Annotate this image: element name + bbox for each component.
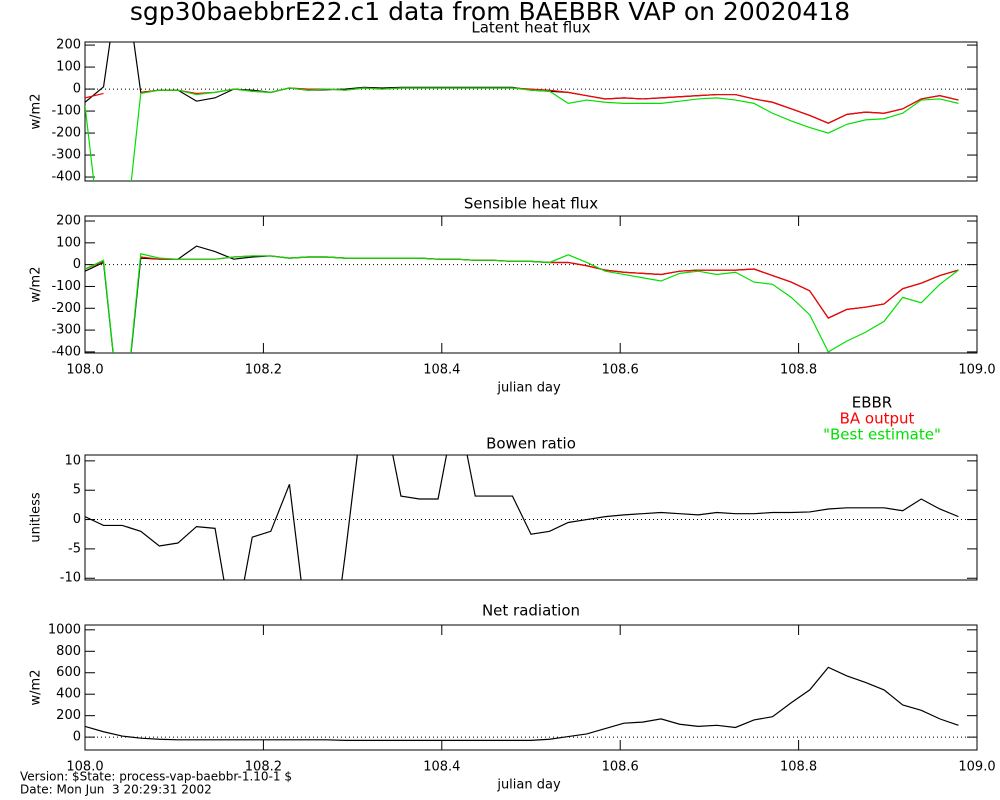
series-line: [85, 252, 959, 353]
plot-frame: [84, 454, 978, 581]
legend-entry: "Best estimate": [823, 426, 941, 444]
series-line: [85, 255, 959, 319]
panel-title: Bowen ratio: [486, 435, 576, 453]
legend-entry: EBBR: [852, 394, 892, 412]
x-tick-label: 108.6: [602, 760, 639, 775]
y-tick-label: 0: [73, 257, 81, 272]
y-tick-label: 100: [56, 60, 81, 75]
plot-frame: [84, 624, 978, 751]
y-tick-label: 5: [73, 483, 81, 498]
y-tick-label: -400: [51, 344, 81, 359]
x-tick-label: 108.0: [66, 760, 103, 775]
y-tick-label: 0: [73, 512, 81, 527]
y-tick-label: 200: [56, 708, 81, 723]
x-tick-label: 108.4: [423, 760, 460, 775]
y-axis-label: w/m2: [29, 670, 44, 706]
y-tick-label: 200: [56, 214, 81, 229]
y-tick-label: 400: [56, 687, 81, 702]
panel-title: Latent heat flux: [471, 19, 590, 37]
x-tick-label: 108.2: [245, 363, 282, 378]
x-axis-label: julian day: [496, 778, 561, 793]
x-tick-label: 108.8: [780, 363, 817, 378]
series-line: [85, 666, 959, 741]
y-tick-label: 10: [64, 453, 81, 468]
y-tick-label: -10: [60, 571, 81, 586]
series-line: [85, 87, 959, 124]
x-axis-label: julian day: [496, 381, 561, 396]
plot-frame: [84, 215, 978, 354]
footer-version: Version: $State: process-vap-baebbr-1.10…: [20, 770, 292, 784]
series-line: [85, 245, 959, 353]
panel-title: Net radiation: [482, 602, 580, 620]
x-tick-label: 109.0: [958, 760, 995, 775]
y-tick-label: -300: [51, 148, 81, 163]
y-tick-label: -200: [51, 126, 81, 141]
plot-frame: [84, 41, 978, 182]
y-tick-label: 1000: [48, 622, 81, 637]
main-title: sgp30baebbrE22.c1 data from BAEBBR VAP o…: [130, 0, 850, 26]
y-tick-label: -300: [51, 323, 81, 338]
y-tick-label: 800: [56, 644, 81, 659]
panel-title: Sensible heat flux: [464, 195, 598, 213]
y-tick-label: 600: [56, 665, 81, 680]
y-tick-label: 0: [73, 730, 81, 745]
legend-entry: BA output: [840, 410, 915, 428]
x-tick-label: 108.6: [602, 363, 639, 378]
y-axis-label: unitless: [29, 492, 44, 543]
y-tick-label: 200: [56, 38, 81, 53]
footer-date: Date: Mon Jun 3 20:29:31 2002: [20, 783, 212, 797]
y-tick-label: 0: [73, 82, 81, 97]
series-line: [85, 87, 959, 181]
x-tick-label: 108.2: [245, 760, 282, 775]
y-tick-label: -100: [51, 279, 81, 294]
x-tick-label: 109.0: [958, 363, 995, 378]
y-tick-label: -100: [51, 104, 81, 119]
x-tick-label: 108.4: [423, 363, 460, 378]
y-axis-label: w/m2: [29, 267, 44, 303]
y-axis-label: w/m2: [29, 94, 44, 130]
x-tick-label: 108.8: [780, 760, 817, 775]
y-tick-label: -200: [51, 301, 81, 316]
series-line: [85, 455, 959, 580]
y-tick-label: 100: [56, 235, 81, 250]
y-tick-label: -5: [68, 541, 81, 556]
x-tick-label: 108.0: [66, 363, 103, 378]
y-tick-label: -400: [51, 170, 81, 185]
